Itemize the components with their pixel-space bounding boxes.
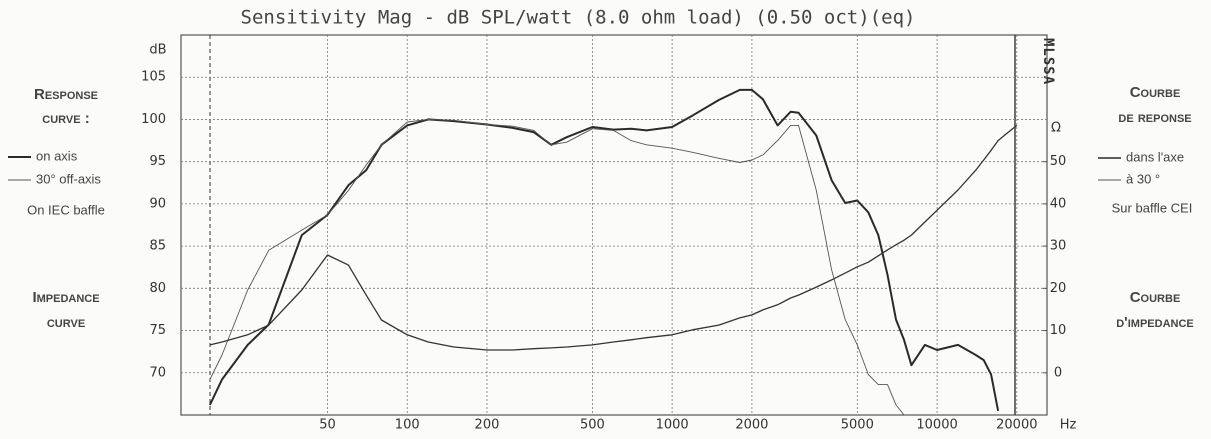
note: d'impedance bbox=[1116, 314, 1194, 331]
legend-label: 30° off-axis bbox=[36, 171, 101, 186]
mlssa-label: MLSSA bbox=[1040, 38, 1056, 85]
y2-tick-label: 40 bbox=[1050, 196, 1067, 211]
note: Sur baffle CEI bbox=[1112, 200, 1193, 215]
note: de reponse bbox=[1118, 109, 1191, 126]
y2-tick-label: 50 bbox=[1050, 154, 1067, 169]
x-tick-label: 50 bbox=[319, 418, 336, 433]
x-tick-label: 200 bbox=[475, 418, 500, 433]
note: Courbe bbox=[1130, 84, 1181, 101]
right-notes: Courbe de reponse dans l'axe à 30 ° Sur … bbox=[1098, 84, 1194, 331]
x-tick-label: 1000 bbox=[656, 418, 689, 433]
x-tick-label: 100 bbox=[395, 418, 420, 433]
x-tick-label: 500 bbox=[580, 418, 605, 433]
y-tick-label: 100 bbox=[141, 112, 166, 127]
y2-tick-label: 20 bbox=[1050, 281, 1067, 296]
y-axis-label: dB bbox=[149, 43, 166, 58]
series-line bbox=[209, 118, 905, 416]
note: Response bbox=[34, 86, 98, 103]
note: Courbe bbox=[1130, 289, 1181, 306]
series-line bbox=[209, 124, 1018, 351]
x-tick-label: 2000 bbox=[735, 418, 768, 433]
chart-title: Sensitivity Mag - dB SPL/watt (8.0 ohm l… bbox=[241, 7, 916, 29]
note: curve : bbox=[42, 110, 89, 127]
note: On IEC baffle bbox=[27, 202, 105, 217]
y-tick-label: 80 bbox=[149, 281, 166, 296]
y2-axis-label: Ω bbox=[1051, 121, 1061, 136]
legend-label: on axis bbox=[36, 148, 78, 163]
note: curve bbox=[47, 314, 85, 331]
note: à 30 ° bbox=[1126, 171, 1160, 186]
y-tick-label: 70 bbox=[149, 365, 166, 380]
y-tick-label: 75 bbox=[149, 323, 166, 338]
note: Impedance bbox=[32, 289, 99, 306]
y-tick-label: 90 bbox=[149, 196, 166, 211]
y2-tick-label: 0 bbox=[1054, 365, 1062, 380]
y-tick-label: 85 bbox=[149, 239, 166, 254]
x-axis-label: Hz bbox=[1060, 418, 1077, 433]
plot-frame bbox=[180, 34, 1048, 416]
y-tick-label: 105 bbox=[141, 70, 166, 85]
note: dans l'axe bbox=[1126, 149, 1184, 164]
x-tick-label: 10000 bbox=[916, 418, 957, 433]
x-tick-label: 20000 bbox=[996, 418, 1037, 433]
series-line bbox=[208, 88, 1000, 411]
y-tick-label: 95 bbox=[149, 154, 166, 169]
y2-tick-label: 30 bbox=[1050, 239, 1067, 254]
y2-tick-label: 10 bbox=[1050, 323, 1067, 338]
left-notes: Response curve : On IEC baffle Impedance… bbox=[27, 86, 105, 331]
x-tick-label: 5000 bbox=[841, 418, 874, 433]
